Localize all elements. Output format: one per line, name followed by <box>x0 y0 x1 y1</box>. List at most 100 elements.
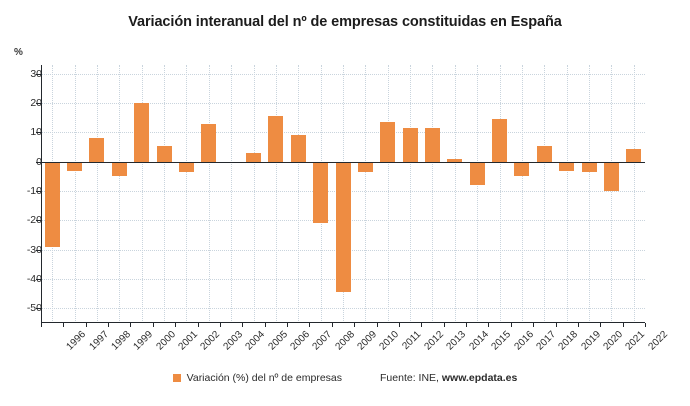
y-axis-tick <box>36 191 41 193</box>
bar-2021[interactable] <box>603 161 619 192</box>
zero-baseline <box>41 161 645 163</box>
x-axis-tick-label: 2020 <box>601 329 626 353</box>
bar-1997[interactable] <box>67 161 83 171</box>
y-axis-tick <box>36 220 41 222</box>
gridline-vertical <box>521 65 523 323</box>
x-axis-line <box>41 322 645 323</box>
gridline-vertical <box>611 65 613 323</box>
x-axis-tick <box>175 323 177 327</box>
bar-2012[interactable] <box>402 128 418 162</box>
x-axis-tick <box>85 323 87 327</box>
x-axis-tick <box>376 323 378 327</box>
gridline-vertical <box>633 65 635 323</box>
x-axis-tick-label: 2003 <box>221 329 245 353</box>
bar-2011[interactable] <box>380 122 396 162</box>
x-axis-tick <box>41 323 42 327</box>
x-axis-tick-label: 1999 <box>131 329 156 353</box>
y-axis-line <box>41 65 42 323</box>
bar-1999[interactable] <box>111 161 127 177</box>
x-axis-tick-label: 2007 <box>310 329 335 353</box>
x-axis-tick-label: 2005 <box>266 329 290 353</box>
bar-1996[interactable] <box>44 161 60 247</box>
x-axis-tick-label: 2018 <box>556 329 581 353</box>
gridline-vertical <box>365 65 367 323</box>
bar-2018[interactable] <box>536 145 552 162</box>
gridline-vertical <box>499 65 501 323</box>
x-axis-tick-label: 2012 <box>422 329 447 353</box>
gridline-vertical <box>566 65 568 323</box>
bar-2000[interactable] <box>134 103 150 162</box>
gridline-vertical <box>96 65 98 323</box>
gridline-vertical <box>387 65 389 323</box>
x-axis-tick <box>398 323 400 327</box>
source-prefix: Fuente: INE, <box>380 372 439 384</box>
y-axis-tick-label: -20 <box>26 214 42 227</box>
x-axis-tick <box>421 323 423 327</box>
x-axis-tick <box>645 323 646 327</box>
x-axis-tick <box>466 323 468 327</box>
x-axis-tick-label: 2011 <box>400 329 424 352</box>
bar-2001[interactable] <box>156 145 172 162</box>
y-axis-tick <box>36 73 41 75</box>
legend-item-series: Variación (%) del nº de empresas <box>172 372 342 384</box>
y-axis-tick <box>36 103 41 105</box>
x-axis-tick <box>63 323 65 327</box>
bar-2010[interactable] <box>357 161 373 172</box>
x-axis-tick <box>287 323 289 327</box>
gridline-vertical <box>544 65 546 323</box>
x-axis-tick <box>443 323 445 327</box>
gridline-vertical <box>231 65 233 323</box>
bar-2020[interactable] <box>581 161 597 172</box>
x-axis-tick-label: 1998 <box>109 329 133 353</box>
bar-2003[interactable] <box>201 123 217 162</box>
x-axis-tick-label: 2004 <box>243 329 268 353</box>
x-axis-tick-label: 2001 <box>176 329 201 353</box>
bar-2019[interactable] <box>559 161 575 171</box>
gridline-vertical <box>410 65 412 323</box>
bar-2005[interactable] <box>246 152 262 162</box>
bar-2022[interactable] <box>626 148 642 162</box>
gridline-vertical <box>74 65 76 323</box>
x-axis-tick <box>600 323 602 327</box>
y-axis-tick <box>36 249 41 251</box>
page-title: Variación interanual del nº de empresas … <box>128 14 562 30</box>
x-axis-tick-label: 2021 <box>623 329 648 353</box>
bar-2014[interactable] <box>447 158 463 162</box>
x-axis-tick-label: 2010 <box>377 329 402 353</box>
x-axis-tick <box>622 323 624 327</box>
gridline-vertical <box>186 65 188 323</box>
x-axis-tick-label: 2006 <box>288 329 312 353</box>
y-axis-tick <box>36 161 41 163</box>
x-axis-tick-label: 2016 <box>512 329 536 353</box>
x-axis-tick <box>108 323 110 327</box>
y-axis-tick-label: -10 <box>26 185 42 198</box>
gridline-vertical <box>275 65 277 323</box>
gridline-vertical <box>141 65 143 323</box>
x-axis-tick <box>533 323 535 327</box>
gridline-vertical <box>432 65 434 323</box>
y-axis-tick <box>36 279 41 281</box>
source-site: www.epdata.es <box>441 372 518 384</box>
bar-2002[interactable] <box>178 161 194 172</box>
plot-area <box>36 65 646 327</box>
x-axis-tick <box>354 323 356 327</box>
y-axis-tick-label: -50 <box>26 302 42 315</box>
bar-2015[interactable] <box>469 161 485 186</box>
bar-2006[interactable] <box>268 116 284 162</box>
bar-1998[interactable] <box>89 138 105 162</box>
bar-2013[interactable] <box>424 128 440 162</box>
x-axis-tick-label: 2008 <box>333 329 357 353</box>
bar-2007[interactable] <box>290 135 306 162</box>
bar-2009[interactable] <box>335 161 351 293</box>
bar-2016[interactable] <box>492 119 508 162</box>
y-axis-unit-label: % <box>14 47 23 58</box>
y-axis-tick <box>36 308 41 310</box>
bar-2008[interactable] <box>313 161 329 224</box>
x-axis-tick-label: 2000 <box>154 329 178 353</box>
bar-2017[interactable] <box>514 161 530 177</box>
x-axis-tick <box>264 323 266 327</box>
x-axis-tick-label: 1996 <box>64 329 89 353</box>
gridline-vertical <box>477 65 479 323</box>
x-axis-tick <box>197 323 199 327</box>
